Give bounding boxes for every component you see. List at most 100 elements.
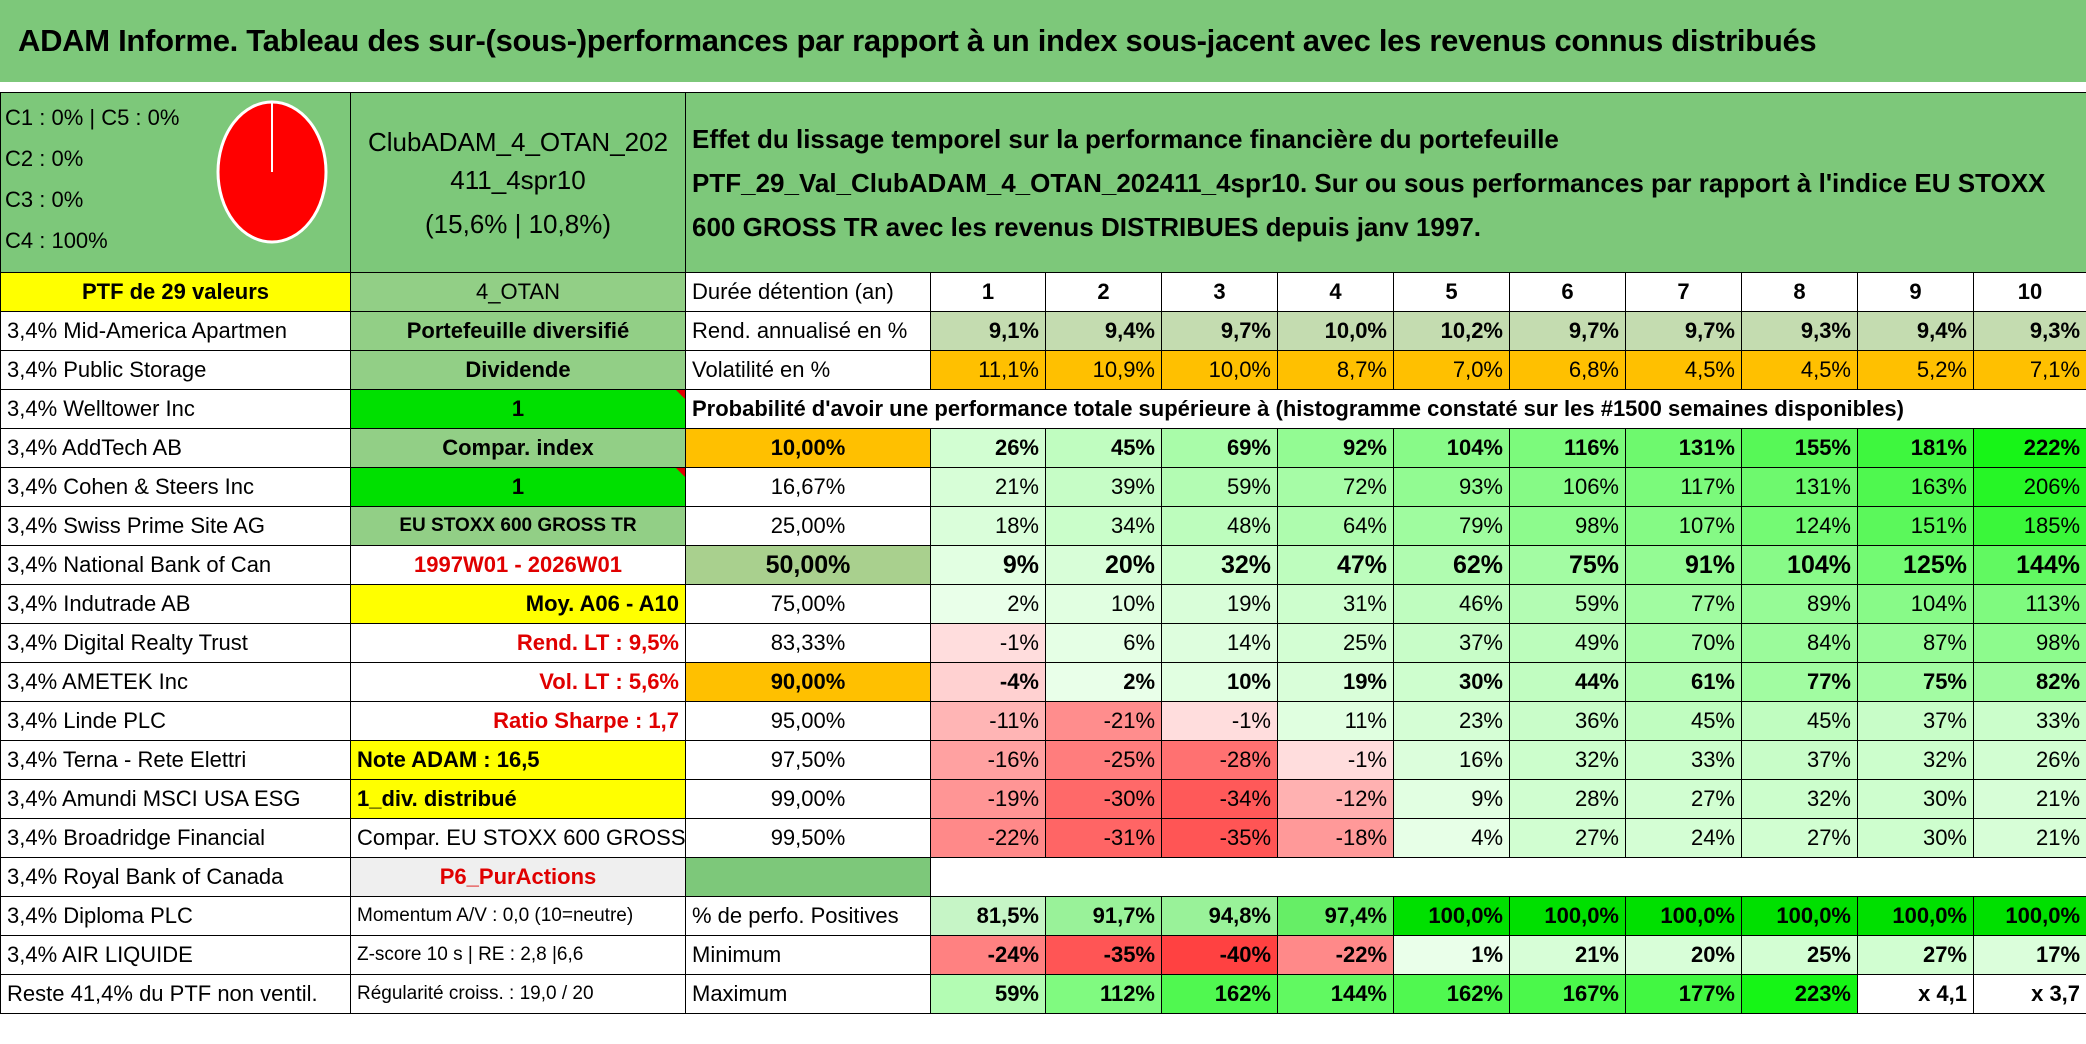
quantile-value: 19% (1277, 662, 1394, 702)
holding-name: 3,4% Broadridge Financial (0, 818, 351, 858)
holding-name: 3,4% Royal Bank of Canada (0, 857, 351, 897)
positives-value: 100,0% (1972, 896, 2086, 936)
table-row: 3,4% Diploma PLC Momentum A/V : 0,0 (10=n… (0, 896, 2086, 936)
quantile-value: 14% (1161, 623, 1278, 663)
quantile-value: 45% (1045, 428, 1162, 468)
quantile-value: 4% (1393, 818, 1510, 858)
minimum-label: Minimum (685, 935, 931, 975)
maximum-value: 167% (1509, 974, 1626, 1014)
holding-name: 3,4% AMETEK Inc (0, 662, 351, 702)
positives-value: 81,5% (930, 896, 1046, 936)
quantile-value: 18% (930, 506, 1046, 546)
duree-label: Durée détention (an) (685, 272, 931, 312)
holding-name: 3,4% Linde PLC (0, 701, 351, 741)
maximum-value: 162% (1393, 974, 1510, 1014)
holding-name: 3,4% National Bank of Can (0, 545, 351, 585)
positives-value: 100,0% (1393, 896, 1510, 936)
quantile-label: 97,50% (685, 740, 931, 780)
quantile-value: 61% (1625, 662, 1742, 702)
ptf-count: PTF de 29 valeurs (0, 272, 351, 312)
pie-legend-line: C4 : 100% (5, 228, 108, 253)
holding-name: 3,4% AddTech AB (0, 428, 351, 468)
year-header-4: 4 (1277, 272, 1394, 312)
quantile-value: 11% (1277, 701, 1394, 741)
quantile-value: 16% (1393, 740, 1510, 780)
quantile-value: 69% (1161, 428, 1278, 468)
quantile-value: 181% (1857, 428, 1974, 468)
quantile-value: 32% (1509, 740, 1626, 780)
quantile-value: 59% (1161, 467, 1278, 507)
table-row: Reste 41,4% du PTF non ventil. Régularité… (0, 974, 2086, 1014)
quantile-value: 82% (1972, 662, 2086, 702)
quantile-value: -4% (930, 662, 1046, 702)
info-cell: Moy. A06 - A10 (350, 584, 686, 624)
fund-stats: (15,6% | 10,8%) (425, 208, 611, 239)
year-header-5: 5 (1393, 272, 1510, 312)
quantile-value: 25% (1277, 623, 1394, 663)
quantile-value: 104% (1741, 545, 1858, 585)
quantile-value: 62% (1393, 545, 1510, 585)
holding-name: 3,4% Public Storage (0, 350, 351, 390)
quantile-label: 90,00% (685, 662, 931, 702)
table-row: 3,4% Broadridge Financial Compar. EU STOX… (0, 818, 2086, 858)
holding-name: 3,4% Swiss Prime Site AG (0, 506, 351, 546)
maximum-value: x 4,1 (1857, 974, 1974, 1014)
fund-name: ClubADAM_4_OTAN_202411_4spr10 (367, 126, 669, 195)
table-row: 3,4% AMETEK Inc Vol. LT : 5,6% 90,00% -4% 2%… (0, 662, 2086, 702)
table-row: 3,4% Terna - Rete Elettri Note ADAM : 16,… (0, 740, 2086, 780)
quantile-value: -19% (930, 779, 1046, 819)
quantile-value: -1% (1277, 740, 1394, 780)
minimum-value: 27% (1857, 935, 1974, 975)
positives-value: 100,0% (1857, 896, 1974, 936)
quantile-value: 9% (930, 545, 1046, 585)
table-row: 3,4% Linde PLC Ratio Sharpe : 1,7 95,00% -1… (0, 701, 2086, 741)
rend-value: 9,7% (1161, 311, 1278, 351)
pie-legend: C1 : 0% | C5 : 0% C2 : 0% C3 : 0% C4 : 1… (5, 97, 179, 261)
quantile-value: 27% (1741, 818, 1858, 858)
quantile-value: 10% (1045, 584, 1162, 624)
quantile-value: 59% (1509, 584, 1626, 624)
quantile-value: 21% (1972, 818, 2086, 858)
quantile-value: 84% (1741, 623, 1858, 663)
quantile-value: 79% (1393, 506, 1510, 546)
rend-value: 9,4% (1857, 311, 1974, 351)
pie-legend-line: C3 : 0% (5, 187, 84, 212)
quantile-label: 99,00% (685, 779, 931, 819)
quantile-value: -35% (1161, 818, 1278, 858)
quantile-value: -30% (1045, 779, 1162, 819)
quantile-value: 19% (1161, 584, 1278, 624)
spacer (0, 82, 2086, 92)
vol-label: Volatilité en % (685, 350, 931, 390)
info-cell: Ratio Sharpe : 1,7 (350, 701, 686, 741)
holding-name: 3,4% Cohen & Steers Inc (0, 467, 351, 507)
quantile-value: -11% (930, 701, 1046, 741)
info-cell: Vol. LT : 5,6% (350, 662, 686, 702)
quantile-value: 46% (1393, 584, 1510, 624)
year-header-8: 8 (1741, 272, 1858, 312)
blank-cell (929, 857, 2086, 897)
positives-value: 91,7% (1045, 896, 1162, 936)
quantile-label: 10,00% (685, 428, 931, 468)
ptf-code: 4_OTAN (350, 272, 686, 312)
quantile-value: 47% (1277, 545, 1394, 585)
info-cell: Régularité croiss. : 19,0 / 20 (350, 974, 686, 1014)
quantile-value: -34% (1161, 779, 1278, 819)
rend-value: 9,3% (1741, 311, 1858, 351)
table-row: 3,4% Digital Realty Trust Rend. LT : 9,5%… (0, 623, 2086, 663)
quantile-value: 24% (1625, 818, 1742, 858)
quantile-value: 26% (1972, 740, 2086, 780)
quantile-value: 131% (1625, 428, 1742, 468)
year-header-9: 9 (1857, 272, 1974, 312)
info-cell: 1 (350, 389, 686, 429)
holding-name: 3,4% Amundi MSCI USA ESG (0, 779, 351, 819)
quantile-value: 45% (1741, 701, 1858, 741)
minimum-value: -24% (930, 935, 1046, 975)
quantile-value: 39% (1045, 467, 1162, 507)
quantile-label: 83,33% (685, 623, 931, 663)
table-row: 3,4% Public Storage Dividende Volatilité e… (0, 350, 2086, 390)
probability-title: Probabilité d'avoir une performance tota… (684, 389, 2086, 429)
quantile-value: 70% (1625, 623, 1742, 663)
quantile-value: -1% (1161, 701, 1278, 741)
maximum-value: 112% (1045, 974, 1162, 1014)
